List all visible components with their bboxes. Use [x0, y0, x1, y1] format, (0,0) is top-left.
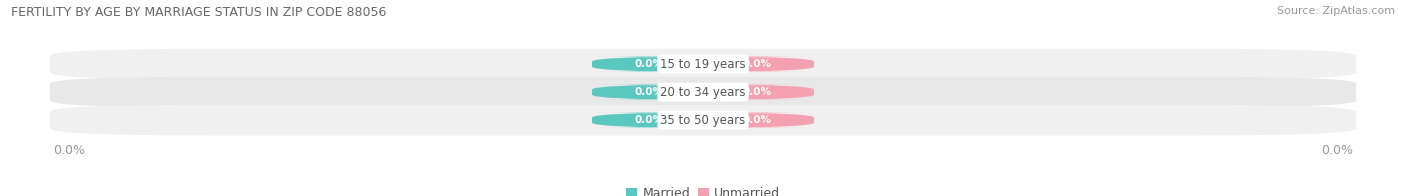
Text: 0.0%: 0.0% — [634, 87, 664, 97]
FancyBboxPatch shape — [700, 85, 814, 100]
Text: 15 to 19 years: 15 to 19 years — [661, 58, 745, 71]
Text: 0.0%: 0.0% — [634, 115, 664, 125]
Text: 20 to 34 years: 20 to 34 years — [661, 86, 745, 99]
FancyBboxPatch shape — [49, 105, 1357, 135]
Text: 0.0%: 0.0% — [634, 59, 664, 69]
Text: 0.0%: 0.0% — [742, 115, 772, 125]
Text: FERTILITY BY AGE BY MARRIAGE STATUS IN ZIP CODE 88056: FERTILITY BY AGE BY MARRIAGE STATUS IN Z… — [11, 6, 387, 19]
Text: Source: ZipAtlas.com: Source: ZipAtlas.com — [1277, 6, 1395, 16]
FancyBboxPatch shape — [700, 113, 814, 128]
FancyBboxPatch shape — [49, 77, 1357, 107]
Text: 0.0%: 0.0% — [742, 87, 772, 97]
Legend: Married, Unmarried: Married, Unmarried — [621, 182, 785, 196]
Text: 35 to 50 years: 35 to 50 years — [661, 114, 745, 127]
FancyBboxPatch shape — [592, 113, 706, 128]
Text: 0.0%: 0.0% — [742, 59, 772, 69]
FancyBboxPatch shape — [49, 49, 1357, 79]
FancyBboxPatch shape — [700, 57, 814, 72]
FancyBboxPatch shape — [592, 85, 706, 100]
FancyBboxPatch shape — [592, 57, 706, 72]
